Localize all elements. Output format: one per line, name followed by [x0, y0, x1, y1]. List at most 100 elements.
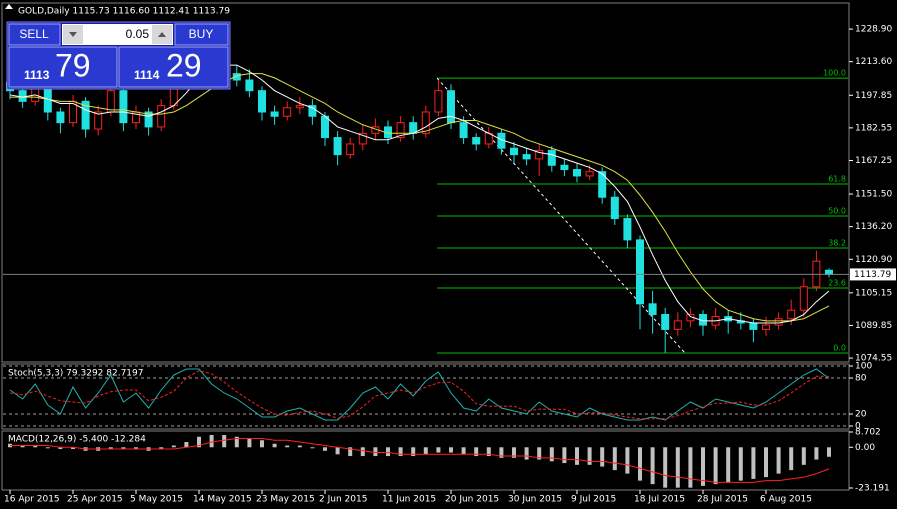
candle-body [346, 143, 355, 156]
price-pane [1, 2, 850, 363]
y-tick-label: 1120.90 [855, 255, 892, 265]
y-tick-label: 1167.25 [855, 156, 892, 166]
candle-body [270, 111, 279, 117]
candle-body [421, 111, 430, 134]
ma-fast-line [9, 64, 830, 324]
sell-price-small: 79 [55, 47, 91, 83]
lot-value: 0.05 [126, 27, 150, 41]
candle-body [106, 90, 115, 113]
macd-bar [701, 447, 705, 486]
candle-body [472, 137, 481, 145]
sell-label: SELL [19, 27, 49, 41]
macd-bar [247, 438, 252, 448]
macd-bar [537, 447, 542, 460]
collapse-icon[interactable] [5, 4, 13, 9]
macd-bar [713, 447, 718, 485]
macd-bar [323, 447, 327, 451]
x-tick-label: 30 Jun 2015 [508, 495, 562, 505]
macd-bar [335, 447, 340, 455]
buy-button[interactable] [174, 23, 229, 46]
y-tick-label: 1182.55 [855, 123, 892, 133]
sell-price-box[interactable] [8, 46, 118, 88]
fib-label: 100.0 [823, 69, 846, 78]
y-tick-label: 1105.15 [855, 288, 892, 298]
macd-bar [461, 447, 466, 455]
macd-pane [1, 430, 850, 491]
macd-bar [45, 447, 50, 449]
candle-body [673, 320, 682, 330]
macd-bar [398, 447, 403, 457]
macd-bar [801, 447, 806, 465]
candle-body [459, 122, 468, 139]
candle-body [119, 90, 128, 124]
macd-bar [285, 445, 290, 448]
macd-bar [486, 447, 491, 457]
macd-bar [209, 434, 214, 448]
y-tick-label: 1136.20 [855, 222, 892, 232]
fib-label: 0.0 [833, 344, 846, 353]
lot-input[interactable] [62, 24, 173, 45]
candle-body [623, 218, 632, 241]
x-tick-label: 2 Jun 2015 [319, 495, 367, 505]
buy-price-box[interactable] [118, 46, 229, 88]
macd-bar [297, 445, 302, 448]
macd-bar [726, 447, 731, 483]
buy-price-big: 1114 [134, 68, 160, 82]
candle-body [157, 105, 166, 128]
candle-body [573, 169, 581, 177]
candle-body [535, 149, 544, 160]
sell-button[interactable] [8, 23, 61, 46]
macd-bar [663, 447, 668, 488]
candle-body [749, 322, 758, 330]
x-tick-label: 23 May 2015 [256, 495, 315, 505]
candle-body [232, 73, 241, 81]
macd-bar [272, 443, 277, 448]
spinner-arrow [69, 32, 77, 37]
macd-bar [650, 447, 655, 485]
candle-body [762, 324, 770, 330]
current-price-label: 1113.79 [854, 270, 891, 280]
macd-bar [184, 442, 189, 448]
stoch-label: Stoch(5,3,3) 79.3292 82.7197 [8, 369, 143, 379]
fib-label: 61.8 [828, 175, 846, 184]
macd-bar [423, 447, 428, 455]
macd-bar [436, 447, 441, 453]
buy-label: BUY [189, 27, 214, 41]
macd-bar [20, 445, 25, 448]
macd-bar [310, 447, 315, 449]
macd-bar [260, 440, 264, 448]
y-tick-label: 1089.85 [855, 321, 892, 331]
macd-bar [171, 445, 176, 448]
macd-bar [776, 447, 781, 474]
candle-body [799, 286, 808, 311]
candle-body [560, 164, 569, 171]
macd-bar [449, 447, 453, 453]
macd-bar [625, 447, 630, 474]
y-tick-label: 0.00 [855, 443, 875, 453]
y-tick-label: 1213.60 [855, 57, 892, 67]
macd-bar [234, 436, 239, 448]
x-tick-label: 5 May 2015 [130, 495, 183, 505]
candle-body [358, 132, 367, 145]
fib-label: 23.6 [828, 279, 846, 288]
macd-bar [411, 447, 416, 457]
x-tick-label: 11 Jun 2015 [382, 495, 436, 505]
candle-body [283, 107, 292, 117]
macd-bar [814, 447, 819, 460]
macd-bar [675, 447, 680, 488]
candle-body [522, 154, 531, 160]
trade-panel: SELL 0.05 BUY 1113 79 1114 29 [6, 21, 231, 90]
fib-label: 38.2 [828, 238, 846, 247]
candle-body [295, 105, 304, 109]
fib-label: 50.0 [828, 207, 846, 216]
y-tick-label: 1228.90 [855, 25, 892, 35]
candle-body [144, 111, 153, 128]
candle-body [598, 171, 607, 198]
macd-bar [197, 436, 201, 448]
y-tick-label: 20 [855, 410, 867, 420]
macd-bar [638, 447, 642, 481]
sell-price-big: 1113 [24, 68, 50, 82]
candle-body [434, 90, 443, 113]
